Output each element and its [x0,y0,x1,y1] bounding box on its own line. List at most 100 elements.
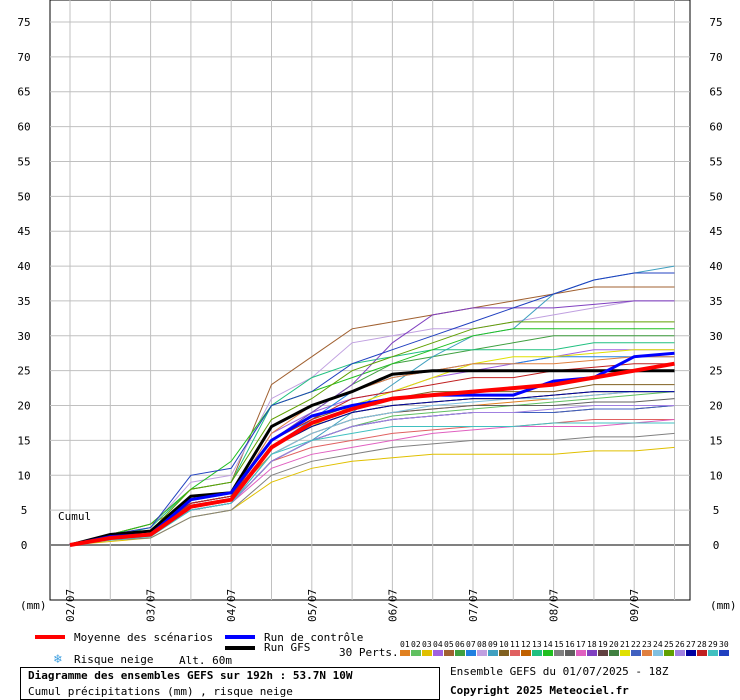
perturbation-number-08: 08 [477,640,487,649]
perturbation-number-28: 28 [697,640,707,649]
perturbation-number-24: 24 [653,640,663,649]
perturbation-swatch-18 [587,650,597,656]
perturbation-number-03: 03 [422,640,432,649]
perturbation-number-04: 04 [433,640,443,649]
perturbation-number-21: 21 [620,640,630,649]
perturbation-number-20: 20 [609,640,619,649]
y-tick-label-left: 20 [17,400,30,413]
y-tick-label-right: 10 [709,469,722,482]
legend-snow-label: Risque neige [74,653,154,666]
legend-swatch-gfs [225,646,255,650]
footer-title-box [20,667,440,700]
perturbation-number-02: 02 [411,640,421,649]
y-tick-label-left: 65 [17,86,30,99]
perturbation-number-23: 23 [642,640,652,649]
y-tick-label-right: 30 [709,330,722,343]
perturbation-swatch-01 [400,650,410,656]
y-tick-label-right: 40 [709,260,722,273]
perturbation-swatch-26 [675,650,685,656]
y-unit-label-right: (mm) [710,599,737,612]
perturbation-number-18: 18 [587,640,597,649]
perturbation-number-12: 12 [521,640,531,649]
perturbation-swatch-04 [433,650,443,656]
perturbation-swatch-13 [532,650,542,656]
x-tick-label: 04/07 [225,589,238,622]
perturbation-swatch-16 [565,650,575,656]
perturbation-swatch-27 [686,650,696,656]
perturbation-swatch-11 [510,650,520,656]
perturbation-line-08 [69,300,675,546]
y-tick-label-right: 65 [709,86,722,99]
perturbation-number-30: 30 [719,640,729,649]
perturbation-swatch-12 [521,650,531,656]
x-tick-label: 05/07 [306,589,319,622]
perturbation-swatch-17 [576,650,586,656]
cumul-label: Cumul [58,510,91,523]
y-tick-label-right: 75 [709,16,722,29]
legend-gfs-label: Run GFS [264,641,311,654]
perturbation-number-27: 27 [686,640,696,649]
copyright: Copyright 2025 Meteociel.fr [450,684,629,697]
perturbation-swatch-22 [631,650,641,656]
legend-altitude-label: Alt. 60m [179,654,232,667]
y-tick-label-right: 5 [713,504,720,517]
y-tick-label-right: 45 [709,225,722,238]
perturbation-number-09: 09 [488,640,498,649]
y-tick-label-right: 50 [709,190,722,203]
y-tick-label-left: 50 [17,190,30,203]
y-tick-label-right: 55 [709,155,722,168]
perturbations-label: 30 Perts. [339,646,399,659]
ensemble-info: Ensemble GEFS du 01/07/2025 - 18Z [450,665,669,678]
perturbation-number-29: 29 [708,640,718,649]
y-tick-label-right: 60 [709,121,722,134]
perturbation-swatch-15 [554,650,564,656]
x-tick-label: 09/07 [628,589,641,622]
perturbation-line-30 [69,272,675,546]
perturbation-swatch-21 [620,650,630,656]
perturbation-number-16: 16 [565,640,575,649]
footer-subtitle: Cumul précipitations (mm) , risque neige [28,685,293,698]
y-tick-label-left: 70 [17,51,30,64]
x-tick-label: 08/07 [548,589,561,622]
y-tick-label-left: 40 [17,260,30,273]
perturbation-number-11: 11 [510,640,520,649]
y-tick-label-left: 55 [17,155,30,168]
snowflake-icon: ❄ [54,652,62,667]
perturbation-number-25: 25 [664,640,674,649]
y-tick-label-left: 75 [17,16,30,29]
mean-line [69,361,675,547]
perturbation-swatch-25 [664,650,674,656]
perturbation-number-01: 01 [400,640,410,649]
y-unit-label-left: (mm) [20,599,47,612]
y-tick-label-left: 10 [17,469,30,482]
plot-area [49,0,691,601]
y-tick-label-right: 25 [709,365,722,378]
perturbation-line-13 [69,342,675,546]
perturbation-number-13: 13 [532,640,542,649]
perturbation-line-29 [69,422,675,546]
perturbation-number-22: 22 [631,640,641,649]
x-tick-label: 06/07 [386,589,399,622]
perturbation-line-15 [69,432,675,546]
perturbation-line-25 [69,321,675,546]
footer-title: Diagramme des ensembles GEFS sur 192h : … [28,669,353,682]
x-tick-label: 03/07 [145,589,158,622]
perturbation-swatch-03 [422,650,432,656]
perturbation-swatch-19 [598,650,608,656]
y-tick-label-left: 15 [17,434,30,447]
perturbation-swatch-08 [477,650,487,656]
perturbation-swatch-06 [455,650,465,656]
y-tick-label-left: 5 [21,504,28,517]
perturbation-swatch-14 [543,650,553,656]
y-tick-label-left: 60 [17,121,30,134]
perturbation-swatch-10 [499,650,509,656]
y-tick-label-left: 0 [21,539,28,552]
legend-swatch-control [225,635,255,639]
x-tick-label: 02/07 [64,589,77,622]
perturbation-number-10: 10 [499,640,509,649]
perturbation-number-07: 07 [466,640,476,649]
legend-swatch-mean [35,635,65,639]
y-tick-label-right: 35 [709,295,722,308]
y-tick-label-right: 70 [709,51,722,64]
